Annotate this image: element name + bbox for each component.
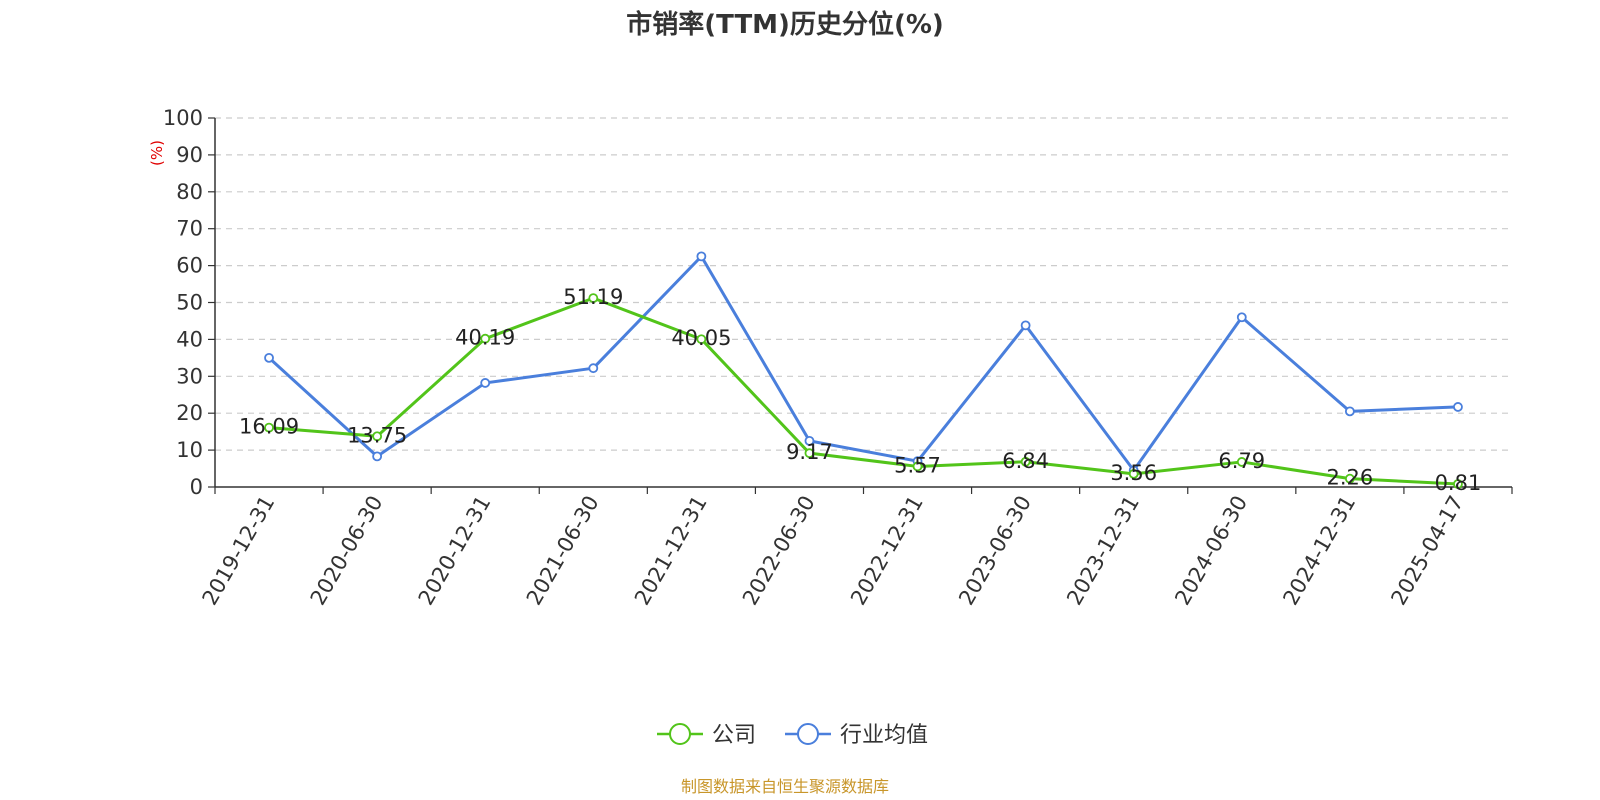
data-point-1 <box>372 451 383 462</box>
data-label: 3.56 <box>1110 461 1157 485</box>
x-tick-label: 2021-06-30 <box>522 492 604 610</box>
data-point-1 <box>1453 402 1463 412</box>
data-point-1 <box>1344 406 1355 417</box>
grid-lines <box>215 117 1512 451</box>
y-tick-label: 40 <box>176 327 203 351</box>
axes: 0 10 20 30 40 50 60 70 80 90 100 2019-12-31 2020-06-… <box>163 106 1513 610</box>
data-point-0 <box>1128 468 1139 479</box>
data-label: 6.84 <box>1002 449 1049 473</box>
data-point-0 <box>912 461 923 472</box>
data-point-1 <box>480 378 491 388</box>
x-tick-label: 2024-06-30 <box>1170 492 1252 610</box>
data-label: 0.81 <box>1435 471 1482 495</box>
chart-title: 市销率(TTM)历史分位(%) <box>626 9 944 40</box>
legend-item-1[interactable]: 行业均值 <box>785 723 928 748</box>
data-point-0 <box>1453 479 1463 489</box>
data-point-0 <box>696 334 707 345</box>
y-tick-label: 100 <box>163 106 203 130</box>
x-tick-label: 2023-12-31 <box>1062 492 1144 610</box>
y-tick-label: 90 <box>176 143 203 167</box>
x-tick-label: 2022-12-31 <box>846 492 928 610</box>
data-point-0 <box>1020 456 1031 467</box>
data-point-0 <box>480 333 491 344</box>
x-tick-label: 2024-12-31 <box>1278 492 1360 610</box>
data-point-1 <box>804 435 815 446</box>
x-tick-label: 2020-06-30 <box>306 492 388 610</box>
legend[interactable]: 公司 行业均值 <box>657 723 928 748</box>
data-label: 40.05 <box>671 326 731 350</box>
legend-item-0[interactable]: 公司 <box>657 723 756 748</box>
y-tick-label: 10 <box>176 438 203 462</box>
data-point-1 <box>1020 320 1031 331</box>
legend-label: 公司 <box>712 723 756 748</box>
data-point-0 <box>588 293 599 304</box>
x-tick-label: 2023-06-30 <box>954 492 1036 610</box>
data-point-1 <box>696 251 707 262</box>
data-label: 13.75 <box>347 423 407 447</box>
data-label: 51.19 <box>563 285 623 309</box>
legend-swatch-marker <box>669 723 691 745</box>
data-label: 40.19 <box>455 326 515 350</box>
y-axis-label: (%) <box>148 140 166 166</box>
x-tick-label: 2025-04-17 <box>1386 492 1468 610</box>
data-point-0 <box>1344 473 1355 484</box>
data-label: 5.57 <box>894 453 941 477</box>
legend-label: 行业均值 <box>840 723 928 748</box>
y-tick-label: 0 <box>190 475 203 499</box>
data-label: 9.17 <box>786 440 833 464</box>
series-lines <box>264 251 1463 489</box>
data-point-0 <box>804 448 815 459</box>
x-tick-label: 2022-06-30 <box>738 492 820 610</box>
y-tick-label: 80 <box>176 180 203 204</box>
data-label: 16.09 <box>239 415 299 439</box>
data-labels: 16.09 13.75 40.19 51.19 40.05 9.17 5.57 6.84 3.5… <box>239 285 1481 495</box>
y-tick-label: 60 <box>176 254 203 278</box>
y-tick-label: 20 <box>176 401 203 425</box>
y-tick-label: 70 <box>176 217 203 241</box>
x-tick-label: 2019-12-31 <box>198 492 280 610</box>
data-point-1 <box>1236 312 1247 323</box>
data-point-1 <box>264 352 274 363</box>
y-tick-label: 50 <box>176 291 203 315</box>
data-point-0 <box>1236 457 1247 467</box>
source-note: 制图数据来自恒生聚源数据库 <box>681 777 889 796</box>
data-point-0 <box>264 422 274 433</box>
data-point-1 <box>588 363 599 374</box>
y-tick-label: 30 <box>176 364 203 388</box>
series-line-1 <box>268 254 1459 472</box>
data-label: 6.79 <box>1218 449 1265 473</box>
series-line-0 <box>268 296 1459 486</box>
x-tick-label: 2020-12-31 <box>414 492 496 610</box>
data-label: 2.26 <box>1326 466 1373 490</box>
x-tick-label: 2021-12-31 <box>630 492 712 610</box>
data-point-0 <box>372 431 383 442</box>
legend-swatch-marker <box>797 723 819 745</box>
